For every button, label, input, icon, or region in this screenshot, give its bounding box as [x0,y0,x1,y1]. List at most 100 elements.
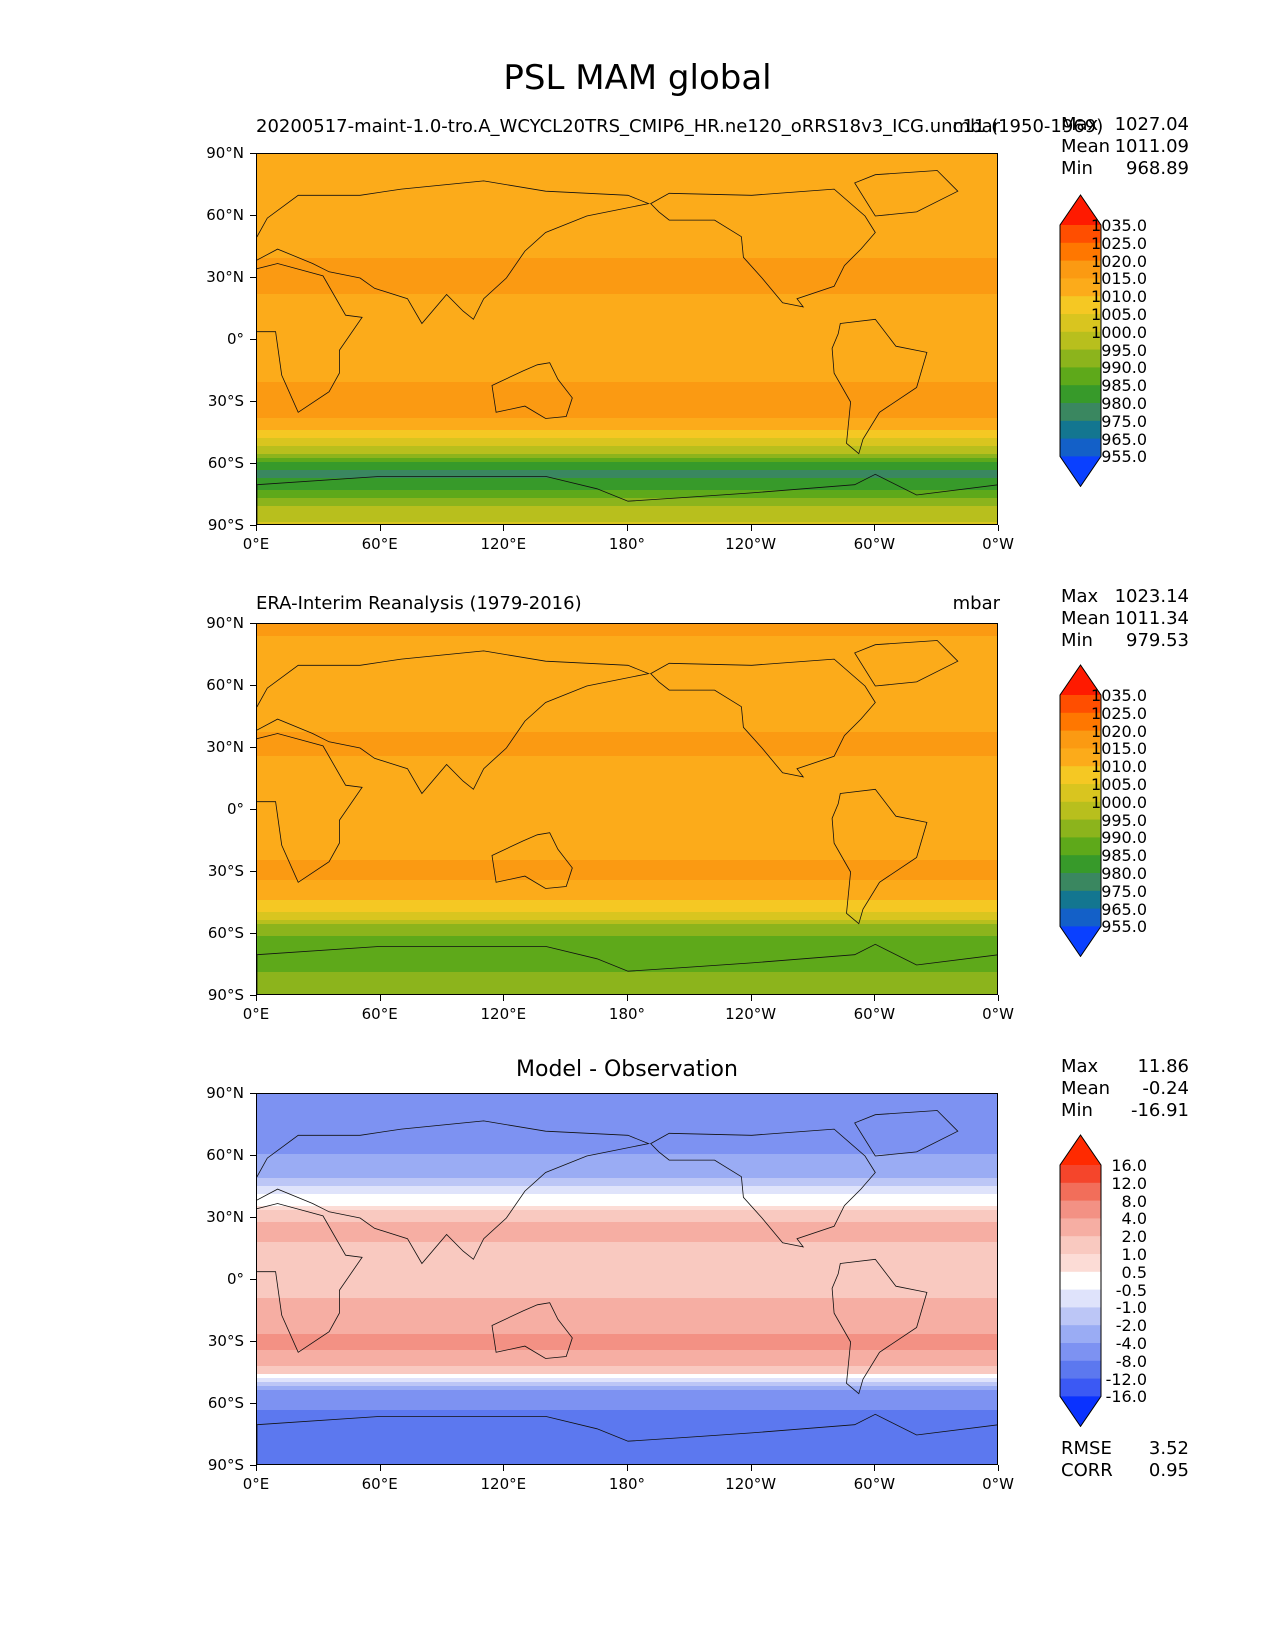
lat-band [257,398,997,403]
colorbar-level-label: 0.5 [1121,1262,1147,1282]
lat-band [257,756,997,761]
observation-panel: ERA-Interim Reanalysis (1979-2016) mbar … [0,580,1275,1050]
difference-map[interactable] [256,1093,998,1465]
lat-band [257,390,997,395]
lat-band [257,632,997,637]
lat-band [257,406,997,411]
y-tick [250,463,256,464]
lat-band [257,266,997,271]
lat-band [257,732,997,737]
lat-band [257,1302,997,1307]
lat-band [257,358,997,363]
lat-band [257,502,997,507]
y-tick [250,871,256,872]
colorbar-level-label: -0.5 [1115,1280,1147,1300]
lat-band [257,218,997,223]
lat-band [257,1426,997,1431]
lat-band [257,880,997,885]
south-america-outline [831,1258,928,1395]
x-tick [256,1465,257,1471]
max-label: Max [1061,114,1099,135]
lat-band [257,478,997,483]
colorbar-level-label: -1.0 [1115,1298,1147,1318]
colorbar-level-label: 1005.0 [1091,305,1147,324]
lat-band [257,856,997,861]
lat-band [257,1438,997,1443]
lat-band [257,704,997,709]
lat-band [257,672,997,677]
lat-band [257,1170,997,1175]
south-america-outline [831,318,928,455]
x-tick-label: 60°W [853,535,896,553]
colorbar-segment [1060,730,1101,749]
y-tick [250,747,256,748]
y-tick [250,525,256,526]
lat-band [257,446,997,451]
colorbar-segment [1060,278,1101,297]
lat-band [257,1414,997,1419]
lat-band [257,494,997,499]
min-label: Min [1061,158,1093,179]
lat-band [257,422,997,427]
lat-band [257,668,997,673]
colorbar-segment [1060,1325,1101,1344]
lat-band [257,334,997,339]
difference-map-svg [257,1094,997,1464]
lat-band [257,1094,997,1099]
observation-map[interactable] [256,623,998,995]
x-tick [379,525,381,531]
x-tick-label: 180° [608,1005,646,1023]
lat-band [257,820,997,825]
colorbar-level-label: 980.0 [1101,864,1147,883]
lat-band [257,1214,997,1219]
lat-band [257,952,997,957]
lat-band [257,1246,997,1251]
lat-band [257,1114,997,1119]
lat-band [257,744,997,749]
lat-band [257,202,997,207]
y-tick-label: 30°S [207,862,244,880]
lat-band [257,960,997,965]
max-value: 1023.14 [1114,586,1189,607]
lat-band [257,290,997,295]
obs-stats: Max 1023.14 Mean 1011.34 Min 979.53 [1061,586,1189,652]
lat-band [257,780,997,785]
lat-band [257,1238,997,1243]
obs-colorbar: 1035.0 1025.0 1020.0 1015.0 1010.0 1005.0 1000… [1059,664,1147,961]
lat-band [257,426,997,431]
lat-band [257,270,997,275]
model-map[interactable] [256,153,998,525]
lat-band [257,716,997,721]
lat-band [257,1162,997,1167]
greenland-outline [854,1110,959,1157]
colorbar-level-label: 1010.0 [1091,757,1147,777]
lat-band [257,442,997,447]
colorbar-segment [1060,712,1101,732]
lat-band [257,1310,997,1315]
lat-band [257,768,997,773]
colorbar-segment [1060,314,1101,333]
y-tick [250,1465,256,1466]
lat-band [257,644,997,649]
lat-band [257,1138,997,1143]
lat-band [257,378,997,383]
lat-band [257,1366,997,1371]
lat-band [257,262,997,267]
lat-band [257,708,997,713]
colorbar-level-label: 980.0 [1101,394,1147,413]
x-tick [627,1465,628,1471]
lat-band [257,912,997,917]
lat-band [257,764,997,769]
model-title: 20200517-maint-1.0-tro.A_WCYCL20TRS_CMIP… [256,116,1104,137]
x-tick [379,1465,381,1471]
rmse-label: RMSE [1061,1438,1112,1459]
lat-band [257,876,997,881]
lat-band [257,848,997,853]
lat-band [257,796,997,801]
lat-band [257,178,997,183]
y-tick [250,809,256,810]
y-tick [250,215,256,216]
y-tick-label: 30°N [206,1208,244,1226]
north-america-outline [650,188,876,308]
colorbar-level-label: -16.0 [1105,1387,1147,1407]
